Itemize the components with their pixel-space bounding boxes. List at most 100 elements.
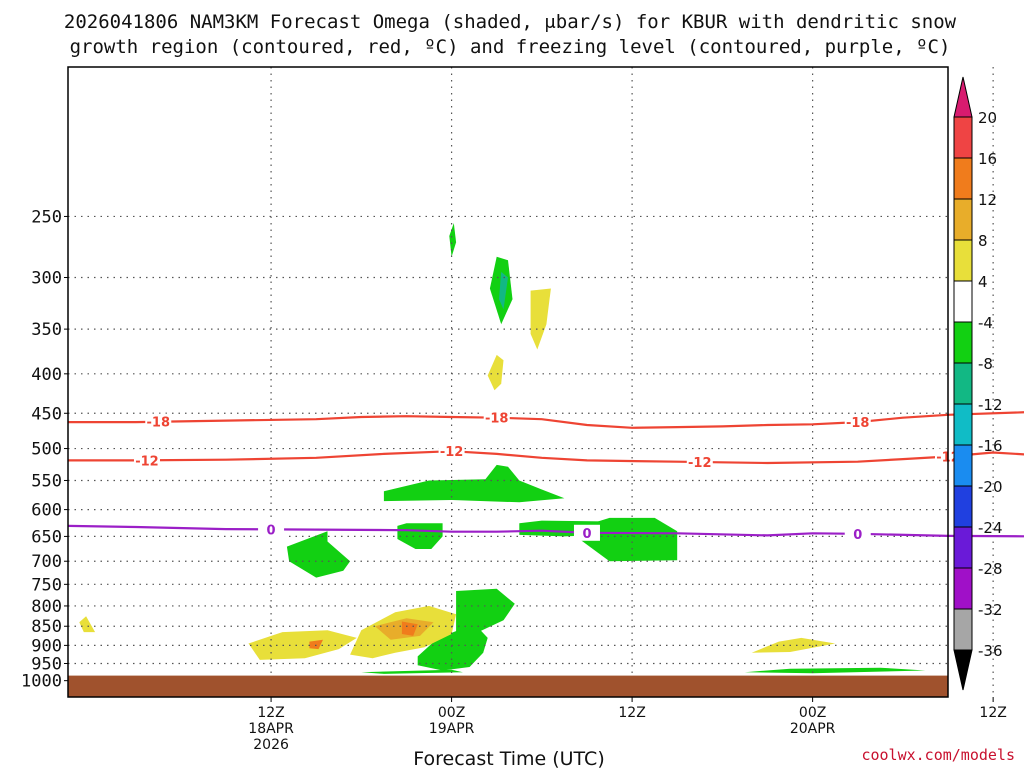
colorbar-label: 20 — [978, 109, 997, 127]
y-axis-ticks: 2503003504004505005506006507007508008509… — [21, 207, 68, 692]
colorbar-label: 4 — [978, 273, 988, 291]
omega-region-6 — [417, 628, 488, 671]
colorbar-label: -32 — [978, 601, 1003, 619]
contour-label-bg — [133, 452, 160, 469]
y-tick-label: 250 — [31, 207, 62, 227]
gridlines — [68, 67, 994, 697]
plot-frame — [67, 66, 949, 698]
contour-label: 0 — [582, 527, 591, 542]
omega-region-2 — [575, 517, 678, 562]
omega-region-8 — [744, 667, 926, 674]
y-tick-label: 450 — [31, 404, 62, 424]
omega-region-19 — [401, 621, 418, 636]
plot-background — [68, 67, 948, 697]
y-tick-label: 500 — [31, 440, 62, 460]
contour-label-bg — [844, 414, 871, 431]
colorbar: 20 16 12 8 4 -4 -8 -12 -16 -20 -24 -28 -32 -36 — [953, 76, 1003, 691]
contour-label-bg — [844, 525, 871, 542]
x-tick-label: 12Z — [618, 705, 645, 721]
x-tick-label: 00Z — [438, 705, 465, 721]
omega-region-21 — [499, 271, 508, 310]
ground-layer — [68, 675, 948, 697]
colorbar-label: -28 — [978, 560, 1003, 578]
y-tick-label: 650 — [31, 527, 62, 547]
colorbar-label: 12 — [978, 191, 997, 209]
colorbar-bin — [953, 239, 973, 282]
omega-region-16 — [751, 637, 836, 653]
colorbar-bin — [953, 526, 973, 569]
omega-region-12 — [530, 288, 551, 350]
colorbar-label: -16 — [978, 437, 1003, 455]
contour-label: -12 — [135, 454, 159, 469]
colorbar-bin — [953, 321, 973, 364]
colorbar-label: 8 — [978, 232, 988, 250]
x-tick-label: 18APR — [248, 721, 294, 737]
y-tick-label: 750 — [31, 575, 62, 595]
contour-label-bg — [258, 521, 285, 538]
colorbar-bin — [953, 485, 973, 528]
colorbar-bin — [953, 608, 973, 651]
colorbar-bottom-arrow — [953, 649, 973, 691]
y-tick-label: 350 — [31, 320, 62, 340]
colorbar-label: 16 — [978, 150, 997, 168]
omega-region-0 — [383, 464, 565, 503]
title-line-1: 2026041806 NAM3KM Forecast Omega (shaded… — [64, 11, 957, 33]
colorbar-bin — [953, 567, 973, 610]
y-tick-label: 800 — [31, 597, 62, 617]
contour-label: -18 — [147, 416, 171, 431]
x-tick-label: 20APR — [790, 721, 836, 737]
x-tick-label: 12Z — [979, 705, 1006, 721]
colorbar-label: -8 — [978, 355, 993, 373]
title-line-2: growth region (contoured, red, ºC) and f… — [70, 36, 951, 58]
temperature-contours: -18 -18 -18-12-12-12 -120 0 0 — [67, 409, 1024, 543]
colorbar-top-arrow — [953, 76, 973, 118]
colorbar-bin — [953, 403, 973, 446]
credit-text: coolwx.com/models — [861, 746, 1015, 764]
contour-label: -18 — [846, 416, 870, 431]
y-tick-label: 950 — [31, 654, 62, 674]
colorbar-bin — [953, 280, 973, 323]
contour-label: -12 — [440, 445, 464, 460]
colorbar-label: -4 — [978, 314, 993, 332]
plot-border — [67, 66, 949, 698]
contour-label-bg — [483, 409, 510, 426]
colorbar-label: -20 — [978, 478, 1003, 496]
colorbar-bin — [953, 157, 973, 200]
contour-label-bg — [686, 454, 713, 471]
y-tick-label: 900 — [31, 636, 62, 656]
x-tick-label: 12Z — [257, 705, 284, 721]
y-tick-label: 600 — [31, 501, 62, 521]
colorbar-label: -24 — [978, 519, 1003, 537]
x-tick-label: 2026 — [253, 737, 289, 753]
y-tick-label: 550 — [31, 471, 62, 491]
colorbar-bin — [953, 444, 973, 487]
x-tick-label: 19APR — [429, 721, 475, 737]
omega-region-10 — [449, 223, 457, 257]
contour-line-1 — [68, 450, 1024, 465]
x-axis-label: Forecast Time (UTC) — [413, 748, 604, 768]
omega-region-13 — [487, 354, 504, 391]
ground-fill — [68, 675, 948, 697]
contour-line-0 — [68, 411, 1024, 429]
contour-label-bg — [145, 413, 172, 430]
x-tick-label: 00Z — [799, 705, 826, 721]
colorbar-bin — [953, 116, 973, 159]
contour-label: -12 — [688, 456, 712, 471]
contour-label-bg — [573, 524, 600, 541]
contour-label-bg — [438, 443, 465, 460]
omega-region-3 — [286, 531, 351, 578]
y-tick-label: 400 — [31, 365, 62, 385]
plot-area — [68, 67, 948, 697]
omega-region-7 — [361, 669, 463, 674]
omega-region-17 — [79, 616, 96, 633]
y-tick-label: 700 — [31, 552, 62, 572]
chart-title: 2026041806 NAM3KM Forecast Omega (shaded… — [64, 11, 957, 58]
omega-region-20 — [309, 639, 323, 650]
contour-label: -18 — [485, 412, 509, 427]
y-tick-label: 1000 — [21, 672, 62, 692]
colorbar-bin — [953, 362, 973, 405]
contour-label: 0 — [853, 528, 862, 543]
colorbar-label: -36 — [978, 642, 1003, 660]
